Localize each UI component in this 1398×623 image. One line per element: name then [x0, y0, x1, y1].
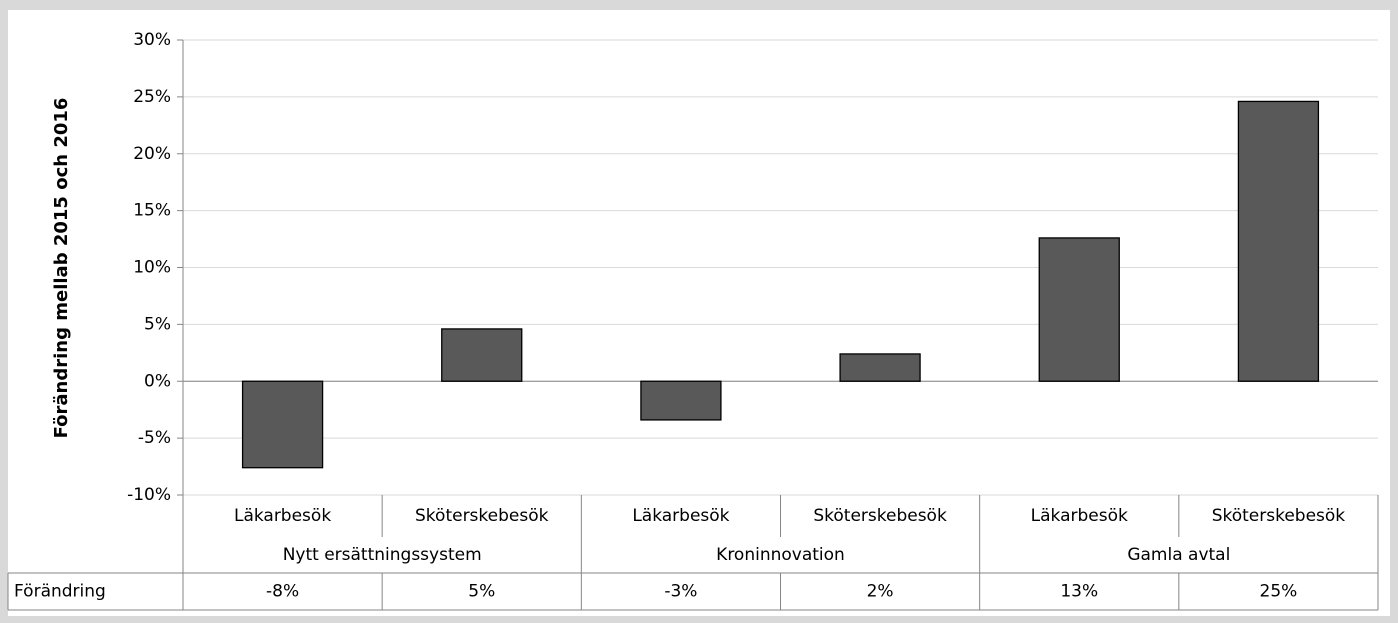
- data-table-value: 25%: [1260, 582, 1298, 602]
- group-label: Kroninnovation: [716, 545, 845, 565]
- data-table-series-name: Förändring: [14, 582, 106, 602]
- y-tick-label: 30%: [133, 30, 171, 50]
- x-tick-label: Läkarbesök: [632, 506, 729, 526]
- y-tick-label: 0%: [144, 371, 171, 391]
- y-tick-label: -5%: [138, 428, 171, 448]
- data-table-value: -3%: [664, 582, 697, 602]
- y-tick-label: 5%: [144, 314, 171, 334]
- x-tick-label: Läkarbesök: [234, 506, 331, 526]
- y-tick-label: 25%: [133, 87, 171, 107]
- y-tick-label: -10%: [127, 485, 171, 505]
- bar: [441, 328, 523, 382]
- data-table-value: 13%: [1060, 582, 1098, 602]
- y-tick-label: 20%: [133, 144, 171, 164]
- bar: [1237, 100, 1320, 382]
- x-tick-label: Sköterskebesök: [1212, 506, 1346, 526]
- bar: [1038, 237, 1120, 382]
- bar: [839, 353, 921, 382]
- data-table-value: -8%: [266, 582, 299, 602]
- data-table-value: 5%: [468, 582, 495, 602]
- y-tick-label: 15%: [133, 201, 171, 221]
- x-tick-label: Sköterskebesök: [813, 506, 947, 526]
- x-tick-label: Sköterskebesök: [415, 506, 549, 526]
- chart-area: [8, 10, 1390, 616]
- group-label: Gamla avtal: [1127, 545, 1230, 565]
- data-table-value: 2%: [867, 582, 894, 602]
- y-axis-label: Förändring mellab 2015 och 2016: [51, 98, 72, 439]
- bar: [640, 380, 722, 421]
- x-tick-label: Läkarbesök: [1031, 506, 1128, 526]
- bar: [241, 380, 324, 469]
- y-tick-label: 10%: [133, 258, 171, 278]
- group-label: Nytt ersättningssystem: [283, 545, 482, 565]
